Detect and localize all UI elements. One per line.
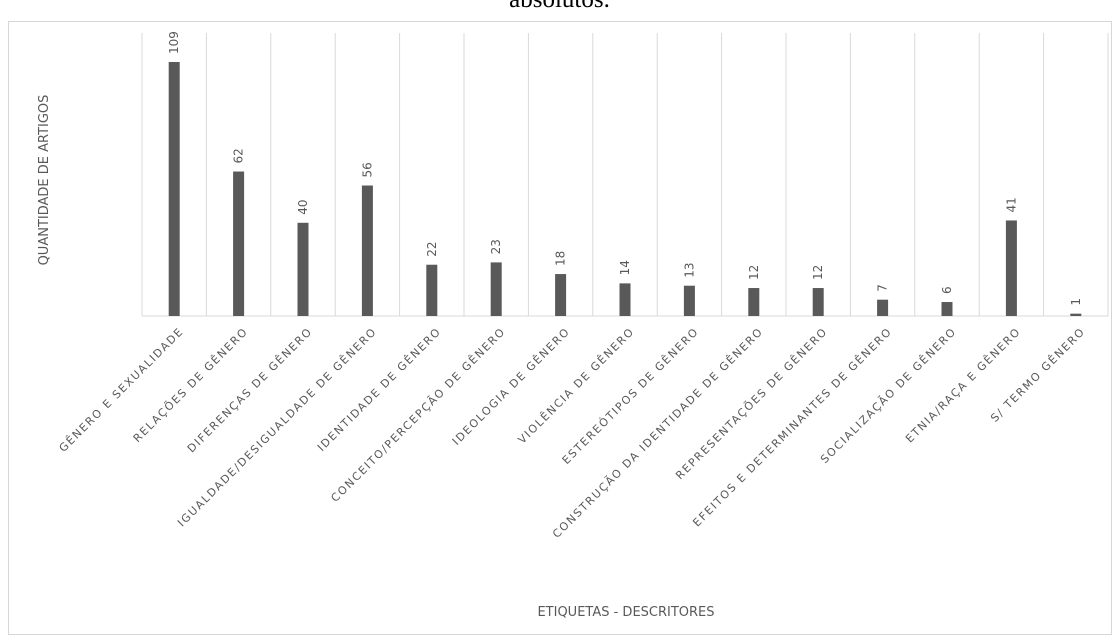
category-label: IDENTIDADE DE GÊNERO bbox=[315, 325, 444, 454]
bar bbox=[426, 264, 438, 316]
value-label: 6 bbox=[940, 286, 954, 294]
bar bbox=[941, 302, 953, 316]
bar bbox=[877, 299, 889, 316]
category-label: IDEOLOGIA DE GÊNERO bbox=[450, 325, 573, 448]
value-label: 7 bbox=[876, 284, 890, 292]
value-label: 23 bbox=[489, 239, 503, 254]
bar bbox=[168, 62, 180, 316]
x-axis-title: ETIQUETAS - DESCRITORES bbox=[537, 605, 714, 620]
value-labels: 109 62 40 56 22 23 18 14 13 12 12 7 6 41 1 bbox=[167, 31, 1083, 306]
category-label: CONSTRUÇÃO DA IDENTIDADE DE GÊNERO bbox=[550, 325, 766, 541]
value-label: 22 bbox=[425, 241, 439, 256]
value-label: 1 bbox=[1069, 298, 1083, 306]
category-label: SOCIALIZAÇÃO DE GÊNERO bbox=[818, 325, 959, 466]
category-label: DIFERENÇAS DE GÊNERO bbox=[185, 325, 315, 455]
bar bbox=[555, 274, 567, 316]
bar bbox=[812, 288, 824, 316]
y-axis-title: QUANTIDADE DE ARTIGOS bbox=[37, 95, 52, 266]
bar bbox=[619, 283, 631, 316]
value-label: 12 bbox=[811, 265, 825, 280]
category-label: VIOLÊNCIA DE GÊNERO bbox=[516, 325, 638, 447]
bar bbox=[748, 288, 760, 316]
page-title: absolutos. bbox=[0, 0, 1119, 14]
bar bbox=[490, 262, 502, 316]
category-label: GÊNERO E SEXUALIDADE bbox=[57, 325, 187, 455]
value-label: 56 bbox=[360, 162, 374, 177]
bar bbox=[297, 222, 309, 316]
value-label: 109 bbox=[167, 31, 181, 54]
chart-frame bbox=[8, 21, 1112, 635]
bar bbox=[683, 285, 695, 316]
category-label: ESTEREÓTIPOS DE GÊNERO bbox=[560, 325, 702, 467]
value-label: 13 bbox=[682, 262, 696, 277]
category-label: RELAÇÕES DE GÊNERO bbox=[131, 325, 251, 445]
value-label: 14 bbox=[618, 260, 632, 275]
value-label: 40 bbox=[296, 200, 310, 215]
bar bbox=[1005, 220, 1017, 316]
bar bbox=[233, 171, 245, 316]
category-label: ETNIA/RAÇA E GÊNERO bbox=[903, 325, 1023, 445]
bar bbox=[1070, 313, 1082, 316]
bars bbox=[168, 62, 1082, 316]
value-label: 18 bbox=[554, 251, 568, 266]
value-label: 12 bbox=[747, 265, 761, 280]
value-label: 41 bbox=[1004, 197, 1018, 212]
bar bbox=[361, 185, 373, 316]
value-label: 62 bbox=[232, 148, 246, 163]
